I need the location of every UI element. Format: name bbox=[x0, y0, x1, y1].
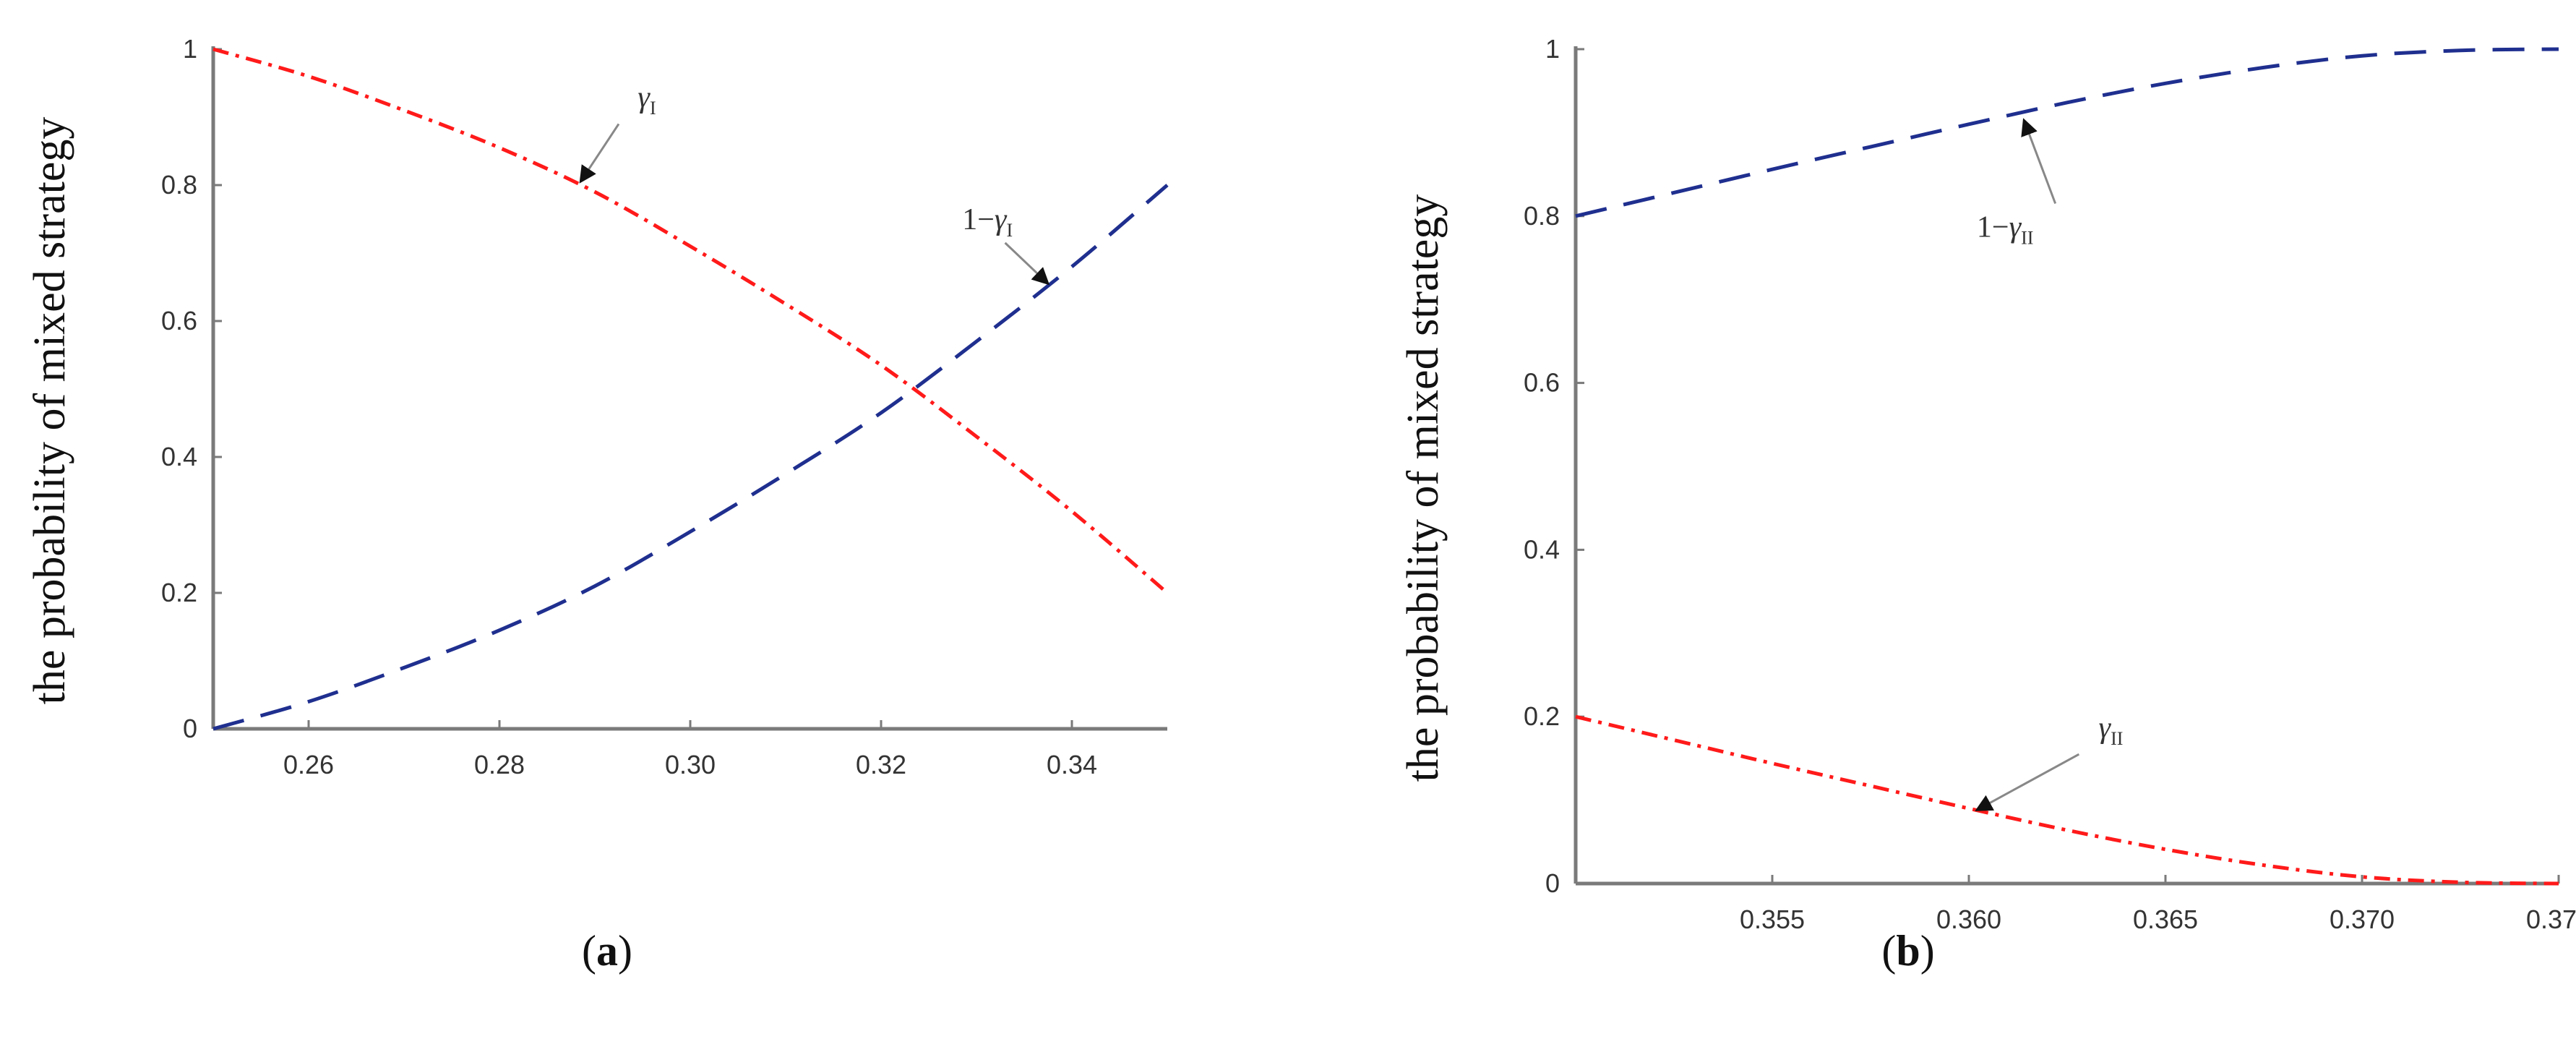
annotation-label: 1−γI bbox=[962, 203, 1013, 241]
y-axis-label: the probability of mixed strategy bbox=[1399, 194, 1448, 782]
series-line-one-minus-gamma bbox=[1575, 47, 2559, 218]
annotation-label: γI bbox=[637, 81, 656, 119]
annotation-symbol: γ bbox=[995, 203, 1008, 236]
annotation-subscript: I bbox=[650, 98, 656, 119]
panel-label: (b) bbox=[1881, 927, 1934, 975]
panel-b: 0 0.2 0.4 0.6 0.8 1 0.355 0.360 0.365 0.370 0.375 t… bbox=[1399, 34, 2576, 975]
y-axis-label: the probability of mixed strategy bbox=[25, 117, 74, 705]
y-tick-label: 0 bbox=[183, 714, 197, 743]
annotation-arrow bbox=[2021, 118, 2057, 205]
panel-label-letter: b bbox=[1896, 927, 1920, 975]
x-tick-label: 0.360 bbox=[1936, 905, 2001, 934]
panel-label-letter: a bbox=[596, 927, 618, 975]
x-tick-label: 0.28 bbox=[474, 750, 525, 779]
x-tick-label: 0.375 bbox=[2526, 905, 2576, 934]
annotation-label: 1−γII bbox=[1977, 211, 2034, 249]
y-tick-label: 0.8 bbox=[161, 170, 197, 200]
series-line-gamma bbox=[212, 47, 1169, 594]
annotation-arrow bbox=[1004, 241, 1050, 286]
y-tick-label: 0.2 bbox=[1524, 701, 1560, 731]
x-tick-label: 0.32 bbox=[856, 750, 906, 779]
x-tick-label: 0.30 bbox=[665, 750, 716, 779]
annotation-symbol: γ bbox=[2099, 711, 2112, 745]
annotation-subscript: II bbox=[2111, 728, 2123, 749]
panel-a: 0 0.2 0.4 0.6 0.8 1 0.26 0.28 0.30 0.32 0.34 the pr… bbox=[25, 34, 1169, 975]
panel-label: (a) bbox=[582, 927, 632, 975]
y-tick-label: 0.4 bbox=[161, 442, 197, 471]
annotation-subscript: I bbox=[1006, 220, 1013, 241]
series-line-gamma bbox=[1575, 714, 2559, 886]
annotation-subscript: II bbox=[2021, 228, 2033, 249]
x-tick-label: 0.34 bbox=[1047, 750, 1097, 779]
annotation-arrow bbox=[579, 123, 620, 184]
annotation-symbol: γ bbox=[637, 81, 651, 114]
x-tick-label: 0.355 bbox=[1740, 905, 1805, 934]
y-tick-label: 0.4 bbox=[1524, 534, 1560, 564]
annotation-label: γII bbox=[2099, 711, 2124, 749]
y-tick-label: 0.2 bbox=[161, 578, 197, 607]
x-tick-label: 0.370 bbox=[2330, 905, 2395, 934]
series-line-one-minus-gamma bbox=[212, 184, 1169, 731]
y-tick-label: 1 bbox=[183, 34, 197, 64]
y-tick-label: 0.6 bbox=[1524, 368, 1560, 398]
x-tick-label: 0.26 bbox=[283, 750, 334, 779]
x-tick-label: 0.365 bbox=[2133, 905, 2198, 934]
y-tick-label: 0.8 bbox=[1524, 201, 1560, 231]
annotation-prefix: 1− bbox=[1977, 211, 2009, 244]
annotation-arrow bbox=[1975, 753, 2080, 811]
y-tick-label: 1 bbox=[1545, 34, 1560, 64]
y-tick-label: 0.6 bbox=[161, 306, 197, 335]
y-tick-label: 0 bbox=[1545, 868, 1560, 898]
annotation-symbol: γ bbox=[2009, 211, 2022, 244]
annotation-prefix: 1− bbox=[962, 203, 995, 236]
